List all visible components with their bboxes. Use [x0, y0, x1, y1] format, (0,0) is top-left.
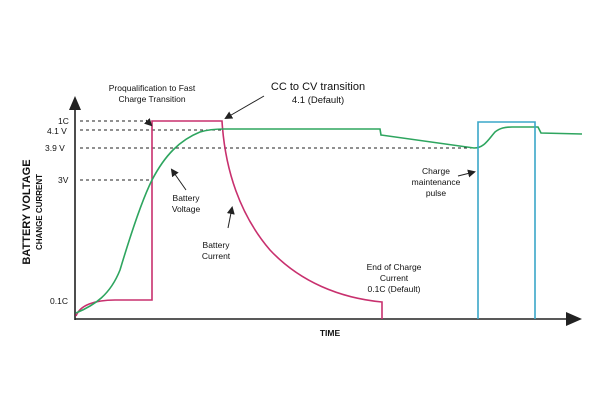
battery-current-label-line2: Current	[202, 251, 231, 261]
charge-maintenance-label-line2: maintenance	[412, 177, 461, 187]
charge-maintenance-label-line1: Charge	[422, 166, 450, 176]
preq-label-line2: Charge Transition	[118, 94, 185, 104]
battery-voltage-label-line2: Voltage	[172, 204, 201, 214]
eoc-label-line2: Current	[380, 273, 409, 283]
preq-label-line1: Proqualification to Fast	[109, 83, 196, 93]
battery-voltage-arrow	[170, 168, 187, 191]
charge-maintenance-arrow	[457, 169, 476, 178]
battery-current-label-line1: Battery	[203, 240, 231, 250]
x-axis-arrow-icon	[566, 312, 582, 326]
eoc-label-line1: End of Charge	[367, 262, 422, 272]
battery-current-arrow	[226, 206, 235, 229]
tick-label-3v: 3V	[58, 175, 69, 185]
y-axis-subtitle: CHANGE CURRENT	[35, 174, 44, 250]
cccv-label-line2: 4.1 (Default)	[292, 95, 344, 106]
charge-maintenance-pulse-line	[477, 121, 536, 319]
battery-voltage-curve	[75, 126, 583, 314]
cccv-arrow	[224, 95, 265, 120]
charge-maintenance-label-line3: pulse	[426, 188, 447, 198]
cccv-label-line1: CC to CV transition	[271, 81, 365, 93]
battery-voltage-label-line1: Battery	[173, 193, 201, 203]
tick-label-4-1v: 4.1 V	[47, 126, 67, 136]
battery-current-curve	[75, 120, 383, 319]
y-axis-title: BATTERY VOLTAGE	[21, 159, 33, 264]
preq-arrow	[143, 117, 153, 127]
eoc-label-line3: 0.1C (Default)	[368, 284, 421, 294]
tick-label-1c: 1C	[58, 116, 69, 126]
y-axis-arrow-icon	[69, 96, 81, 110]
x-axis-title: TIME	[320, 328, 341, 338]
tick-label-3-9v: 3.9 V	[45, 143, 65, 153]
tick-label-0-1c: 0.1C	[50, 296, 68, 306]
